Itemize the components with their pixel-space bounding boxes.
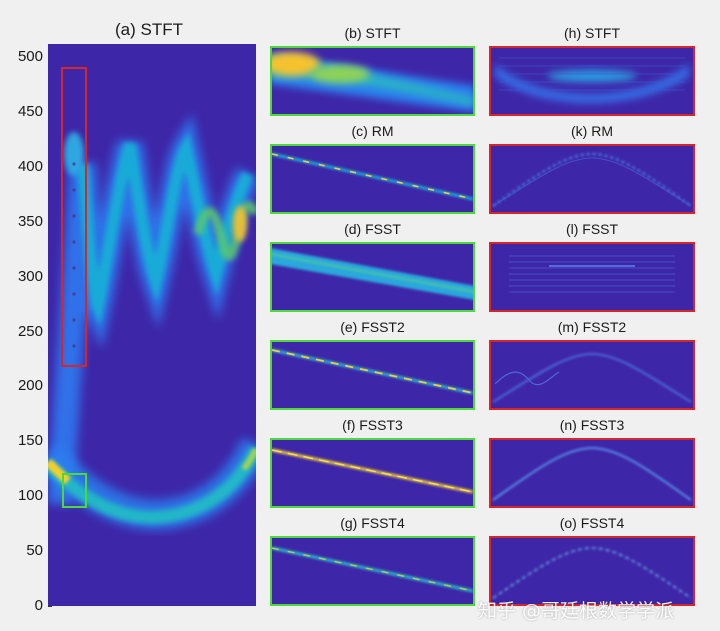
panel-f-fsst3 (270, 438, 475, 508)
watermark: 知乎 @哥廷根数学学派 (478, 600, 675, 622)
panel-border (270, 144, 475, 214)
y-tick-label: 200 (17, 377, 43, 395)
panel-border (270, 536, 475, 606)
oscillation-core (77, 132, 254, 326)
y-tick-mark (48, 606, 52, 607)
main-heatmap (48, 44, 256, 606)
y-tick-label: 250 (17, 322, 43, 340)
right-edge-hotspot (233, 206, 247, 242)
red-zone-glow (64, 132, 84, 176)
fsst3-arch (492, 447, 692, 501)
panel-title-f-fsst3: (f) FSST3 (342, 417, 403, 433)
panel-border (489, 242, 695, 312)
chirp-right-warm (241, 447, 256, 471)
green-zoom-box (62, 473, 87, 508)
panel-background (270, 144, 475, 214)
main-panel-title: (a) STFT (115, 20, 183, 39)
panel-g-fsst4 (270, 536, 475, 606)
upper-oscillation-band (48, 113, 256, 505)
panel-border (270, 340, 475, 410)
stft-center (547, 70, 637, 82)
panel-border (270, 46, 475, 116)
panel-title-l-fsst: (l) FSST (565, 221, 619, 237)
y-tick-label: 100 (17, 487, 43, 505)
panel-title-h-stft: (h) STFT (564, 25, 620, 41)
y-tick-label: 400 (17, 157, 43, 175)
y-tick-label: 450 (17, 103, 43, 121)
y-tick-label: 0 (34, 597, 43, 614)
y-tick-label: 50 (26, 542, 43, 560)
rm-arch (492, 152, 692, 207)
y-tick-label: 300 (17, 267, 43, 285)
panel-title-e-fsst2: (e) FSST2 (340, 319, 405, 335)
panel-d-fsst (270, 242, 475, 312)
panel-background (270, 340, 475, 410)
panel-l-fsst (489, 242, 695, 312)
oscillation-tail (193, 201, 256, 261)
ridge-highlights (271, 349, 474, 394)
panel-k-rm (489, 144, 695, 214)
y-tick-label: 150 (17, 432, 43, 450)
dotted-ridge (72, 162, 76, 348)
stft-hotspot (270, 52, 320, 76)
panel-title-n-fsst3: (n) FSST3 (559, 417, 625, 433)
panel-title-d-fsst: (d) FSST (344, 221, 401, 237)
panel-border (489, 144, 695, 214)
panel-e-fsst2 (270, 340, 475, 410)
stft-warm (310, 65, 370, 83)
panel-background (489, 438, 695, 508)
chirp-left-hot (48, 458, 71, 485)
panel-c-rm (270, 144, 475, 214)
fsst2-artifact (494, 371, 560, 386)
panel-b-stft (270, 46, 475, 116)
panel-title-m-fsst2: (m) FSST2 (557, 319, 627, 335)
panel-background (489, 340, 695, 410)
panel-title-o-fsst4: (o) FSST4 (559, 515, 625, 531)
panel-title-k-rm: (k) RM (571, 123, 613, 139)
panel-border (270, 242, 475, 312)
panel-border (270, 438, 475, 508)
rm-arch-inner (492, 157, 692, 207)
panel-border (489, 46, 695, 116)
panel-title-b-stft: (b) STFT (344, 25, 401, 41)
chirp-core (48, 446, 256, 524)
ridge-highlights (271, 153, 474, 200)
panel-border (489, 340, 695, 410)
panel-h-stft (489, 46, 695, 116)
panel-n-fsst3 (489, 438, 695, 508)
y-tick-label: 500 (17, 48, 43, 66)
fsst2-arch (492, 353, 692, 403)
panel-o-fsst4 (489, 536, 695, 606)
ridge-highlights (271, 449, 474, 493)
panel-background (270, 438, 475, 508)
panel-border (489, 536, 695, 606)
panel-background (489, 144, 695, 214)
fsst4-arch (492, 547, 692, 599)
panel-title-g-fsst4: (g) FSST4 (340, 515, 405, 531)
red-zoom-box (61, 67, 87, 367)
panel-border (489, 438, 695, 508)
y-tick-label: 350 (17, 212, 43, 230)
panel-background (489, 242, 695, 312)
panel-title-c-rm: (c) RM (351, 123, 394, 139)
ridge-highlights (271, 547, 474, 592)
lower-chirp-band (48, 437, 256, 530)
fsst-core (270, 252, 475, 294)
stft-arch (495, 64, 689, 103)
panel-m-fsst2 (489, 340, 695, 410)
